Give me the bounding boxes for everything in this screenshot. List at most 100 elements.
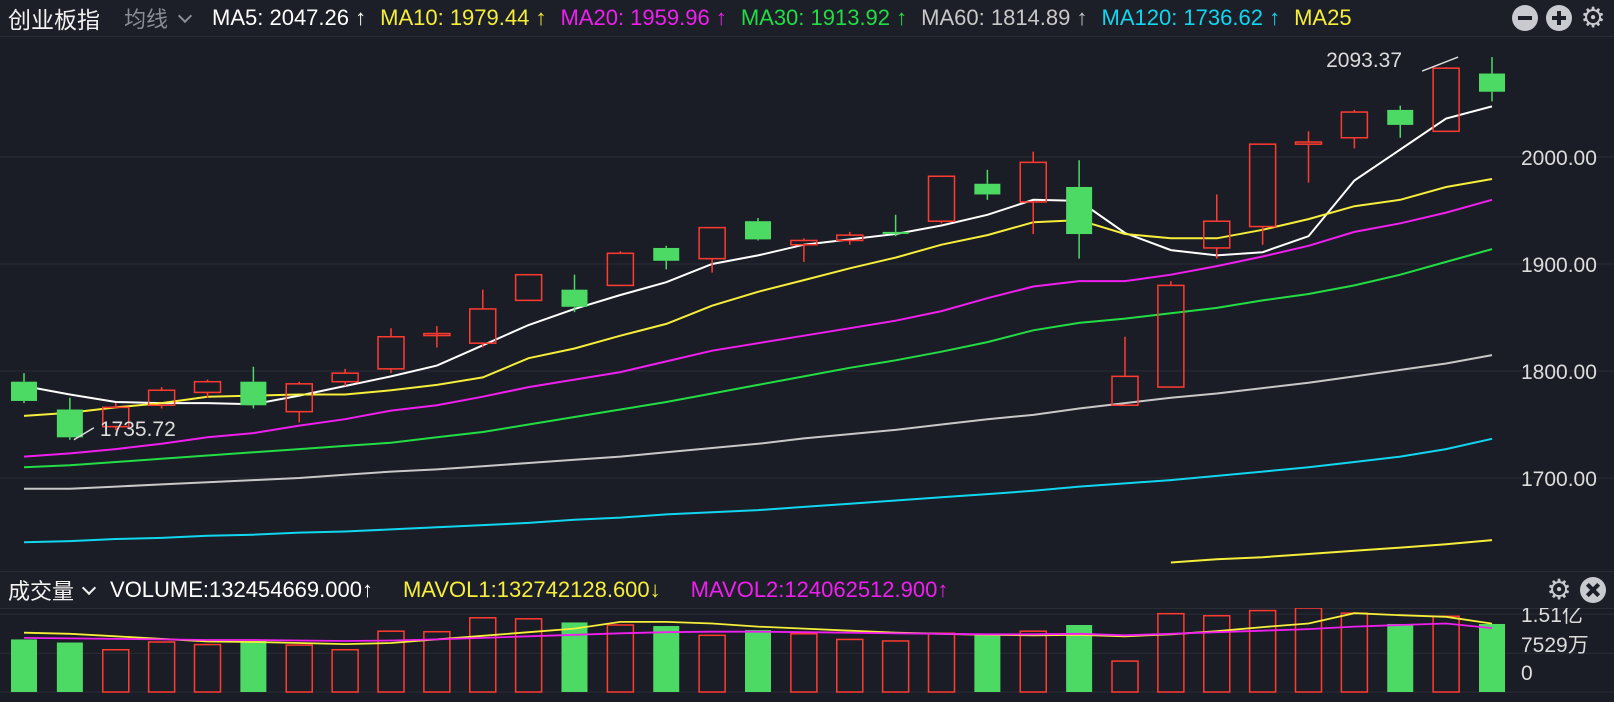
gear-icon[interactable]: ⚙	[1580, 2, 1606, 33]
volume-bar	[1203, 614, 1231, 693]
volume-legend-item: MAVOL1:132742128.600↓	[402, 577, 661, 602]
volume-bar	[1479, 623, 1505, 692]
volume-bar	[56, 642, 83, 692]
chart-header: 创业板指 均线 MA5: 2047.26 ↑ MA10: 1979.44 ↑ MA2…	[0, 0, 1614, 37]
header-icons: ⚙	[1512, 0, 1614, 36]
max-price-label: 2093.37	[1326, 49, 1402, 72]
volume-bar	[377, 630, 405, 693]
ma-legend-item: MA30: 1913.92 ↑	[740, 5, 908, 30]
candle-body	[974, 183, 1001, 195]
volume-y-tick-label: 1.51亿	[1521, 608, 1583, 627]
volume-bar	[331, 648, 359, 693]
candle	[974, 169, 1001, 200]
candle	[1387, 105, 1414, 138]
candle-body	[882, 231, 909, 234]
volume-chart[interactable]: 1.51亿 7529万 0	[0, 608, 1614, 694]
candle	[56, 397, 83, 440]
candle-body	[836, 234, 864, 242]
volume-bar	[1248, 609, 1277, 693]
candlestick-chart[interactable]: 2000.00 1900.00 1800.00 1700.00 1735.72 2093.…	[0, 37, 1614, 570]
candle	[514, 273, 543, 302]
ma-legend-item: MA25	[1294, 5, 1352, 30]
volume-bar	[240, 640, 267, 692]
indicator-selector-label: 均线	[124, 7, 169, 32]
volume-legend: VOLUME:132454669.000↑ MAVOL1:132742128.60…	[100, 577, 948, 603]
candle	[653, 245, 680, 270]
candle-body	[653, 247, 680, 261]
candle-body	[561, 289, 588, 307]
volume-bar	[745, 630, 771, 692]
zoom-in-icon[interactable]	[1546, 5, 1572, 31]
y-tick-label: 1700.00	[1521, 468, 1597, 491]
candle-body	[1157, 284, 1185, 388]
ma-line-ma30	[23, 248, 1493, 469]
annotation-arrow	[1421, 56, 1459, 72]
y-tick-label: 1800.00	[1521, 361, 1597, 384]
candle	[1111, 336, 1139, 406]
ma-legend-item: MA5: 2047.26 ↑	[212, 5, 367, 30]
chevron-down-icon	[81, 580, 97, 596]
volume-bar	[698, 634, 726, 693]
candle	[882, 214, 909, 237]
candle	[240, 366, 267, 409]
candle	[377, 328, 405, 374]
candle	[193, 379, 222, 398]
volume-bar	[514, 618, 543, 693]
volume-bar	[1019, 630, 1047, 693]
candle-body	[1432, 67, 1460, 133]
candle-body	[147, 389, 176, 406]
candle	[1479, 57, 1505, 102]
volume-bar	[606, 624, 635, 693]
volume-bar	[1111, 660, 1139, 693]
indicator-selector[interactable]: 均线	[124, 2, 198, 34]
candle	[469, 289, 497, 348]
chevron-down-icon	[177, 8, 193, 24]
ma-line-ma5	[23, 105, 1493, 406]
candle	[11, 373, 37, 404]
volume-selector[interactable]: 成交量	[8, 574, 100, 606]
volume-bar	[469, 617, 497, 693]
volume-y-tick-label: 7529万	[1521, 634, 1589, 657]
volume-bar	[193, 643, 222, 693]
mavol-line-mavol2	[23, 622, 1493, 642]
volume-bar	[836, 638, 864, 693]
volume-bar	[11, 639, 37, 692]
candle-body	[606, 252, 635, 287]
candle	[423, 326, 451, 348]
candle	[1432, 67, 1460, 133]
candle	[285, 381, 313, 423]
volume-y-tick-label: 0	[1521, 662, 1533, 685]
volume-bar	[974, 634, 1001, 692]
candle-body	[11, 381, 37, 401]
volume-bar	[1294, 608, 1323, 693]
annotation-arrow	[73, 427, 95, 441]
candle-body	[1019, 161, 1047, 203]
ma-line-ma250	[1170, 539, 1493, 564]
grid	[0, 156, 1614, 479]
ma-legend: MA5: 2047.26 ↑ MA10: 1979.44 ↑ MA20: 1959.…	[198, 5, 1352, 31]
candle	[790, 238, 818, 262]
volume-bar	[147, 641, 176, 693]
ma-legend-item: MA120: 1736.62 ↑	[1101, 5, 1281, 30]
volume-bar	[561, 622, 588, 692]
gear-icon[interactable]: ⚙	[1546, 574, 1572, 605]
next-panel-edge	[0, 694, 1614, 702]
close-icon[interactable]	[1580, 577, 1606, 603]
ma-line-ma120	[23, 437, 1493, 544]
candle-body	[927, 175, 956, 222]
candle	[745, 217, 771, 241]
candle	[927, 175, 956, 224]
candle	[1157, 281, 1185, 388]
candle-body	[1248, 143, 1277, 228]
ma-legend-item: MA10: 1979.44 ↑	[380, 5, 547, 30]
candle-body	[1066, 186, 1093, 235]
zoom-out-icon[interactable]	[1512, 5, 1538, 31]
y-tick-label: 2000.00	[1521, 147, 1597, 170]
volume-title: 成交量	[8, 579, 75, 604]
volume-bar	[102, 648, 130, 693]
candle-body	[56, 409, 83, 438]
candle-body	[423, 332, 451, 337]
candle	[698, 226, 726, 273]
candle-body	[1203, 220, 1231, 249]
candle	[1019, 151, 1047, 235]
